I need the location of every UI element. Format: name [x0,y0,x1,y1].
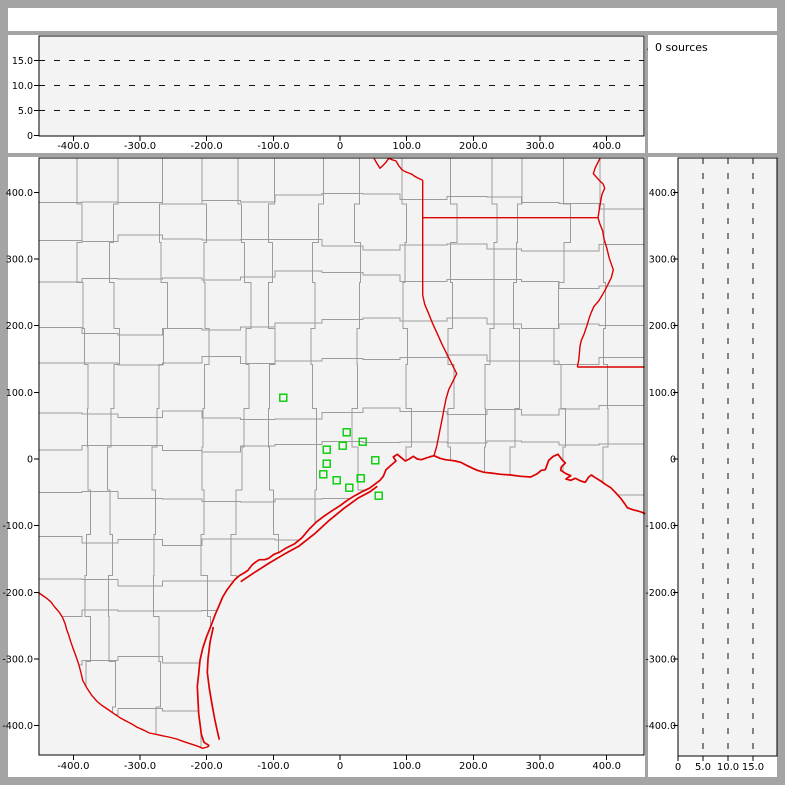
map-axis-frame [38,157,645,756]
source-count-box: 0 sources [648,35,777,153]
station-markers [279,393,383,500]
tx-coast [196,453,435,747]
ns-tick-label: 300.0 [649,255,676,266]
barrier-matagorda [240,485,378,583]
ns-tick-label: -100.0 [645,521,676,532]
station-marker [356,474,365,483]
ns-tick-label: 400.0 [6,188,33,199]
ew-tick-label: -100.0 [257,761,289,772]
ns-tick-label: -300.0 [645,655,676,666]
ns-tick-label: -200.0 [2,588,33,599]
altitude-ns-plot[interactable] [677,157,778,757]
station-marker [374,491,383,500]
ew-tick-label: 100.0 [392,141,421,152]
station-marker [322,459,331,468]
ew-tick-label: 200.0 [459,141,488,152]
ew-tick-label: 300.0 [526,141,555,152]
altitude-ns-panel[interactable]: 400.0 300.0 200.0 100.0 0 -100.0 -200.0 -300.0 -… [645,157,778,773]
station-marker [358,437,367,446]
map-panel[interactable]: 400.0 300.0 200.0 100.0 0 -100.0 -200.0 -300.0 -… [2,157,646,772]
ns-tick-label: 200.0 [6,321,33,332]
ew-tick-label: -400.0 [57,761,89,772]
station-marker [332,476,341,485]
coastline-group [196,453,646,747]
county-line [39,193,644,210]
altitude-tick-label: 15.0 [742,762,764,773]
ew-tick-label: 300.0 [526,761,555,772]
altitude-ew-panel[interactable]: 15.0 10.0 5.0 0 -400.0 -300.0 -200.0 -100.0 0 100… [12,35,645,152]
ns-tick-label: 400.0 [649,188,676,199]
ns-tick-label: -400.0 [2,721,33,732]
ew-tick-label: -100.0 [257,141,289,152]
altitude-tick-label: 0 [675,762,681,773]
mississippi-river [576,157,614,368]
altitude-tick-label: 0 [27,131,33,142]
station-marker [322,445,331,454]
ew-tick-label: 400.0 [592,141,621,152]
station-marker [279,393,288,402]
la-coast [433,453,646,515]
ns-tick-label: 200.0 [649,321,676,332]
county-line [39,234,644,252]
county-line [39,270,644,289]
source-count-text: 0 sources [655,41,708,54]
county-line [39,317,644,336]
ns-tick-label: 0 [27,455,33,466]
station-marker [371,456,380,465]
ew-tick-label: -200.0 [191,761,223,772]
ns-tick-label: 300.0 [6,255,33,266]
station-marker [342,428,351,437]
ns-tick-label: -200.0 [645,588,676,599]
ns-tick-label: 100.0 [6,388,33,399]
ns-tick-label: 100.0 [649,388,676,399]
ew-tick-label: 200.0 [459,761,488,772]
station-marker [319,470,328,479]
ew-tick-label: 0 [337,141,343,152]
ew-tick-label: 0 [337,761,343,772]
altitude-tick-label: 15.0 [12,56,33,67]
county-line [106,158,120,749]
altitude-tick-label: 10.0 [12,81,33,92]
barrier-padre [206,626,221,740]
ew-tick-label: -300.0 [124,141,156,152]
ew-tick-label: -300.0 [124,761,156,772]
altitude-tick-label: 5.0 [18,106,33,117]
ew-tick-label: -400.0 [57,141,89,152]
ns-tick-label: -100.0 [2,521,33,532]
ns-tick-label: -400.0 [645,721,676,732]
county-line [76,158,92,749]
station-marker [345,483,354,492]
ns-tick-label: 0 [670,455,676,466]
ew-tick-label: 400.0 [592,761,621,772]
state-borders [37,157,645,749]
county-line [151,158,169,749]
altitude-tick-label: 10.0 [717,762,739,773]
ew-tick-label: -200.0 [191,141,223,152]
altitude-tick-label: 5.0 [695,762,711,773]
station-marker [338,441,347,450]
sabine-river [422,294,458,456]
ns-tick-label: -300.0 [2,655,33,666]
county-line [39,354,644,366]
rio-grande [37,591,210,749]
map-plot-bg [39,158,644,755]
ew-tick-label: 100.0 [392,761,421,772]
county-line [39,405,644,420]
red-river [373,157,424,181]
